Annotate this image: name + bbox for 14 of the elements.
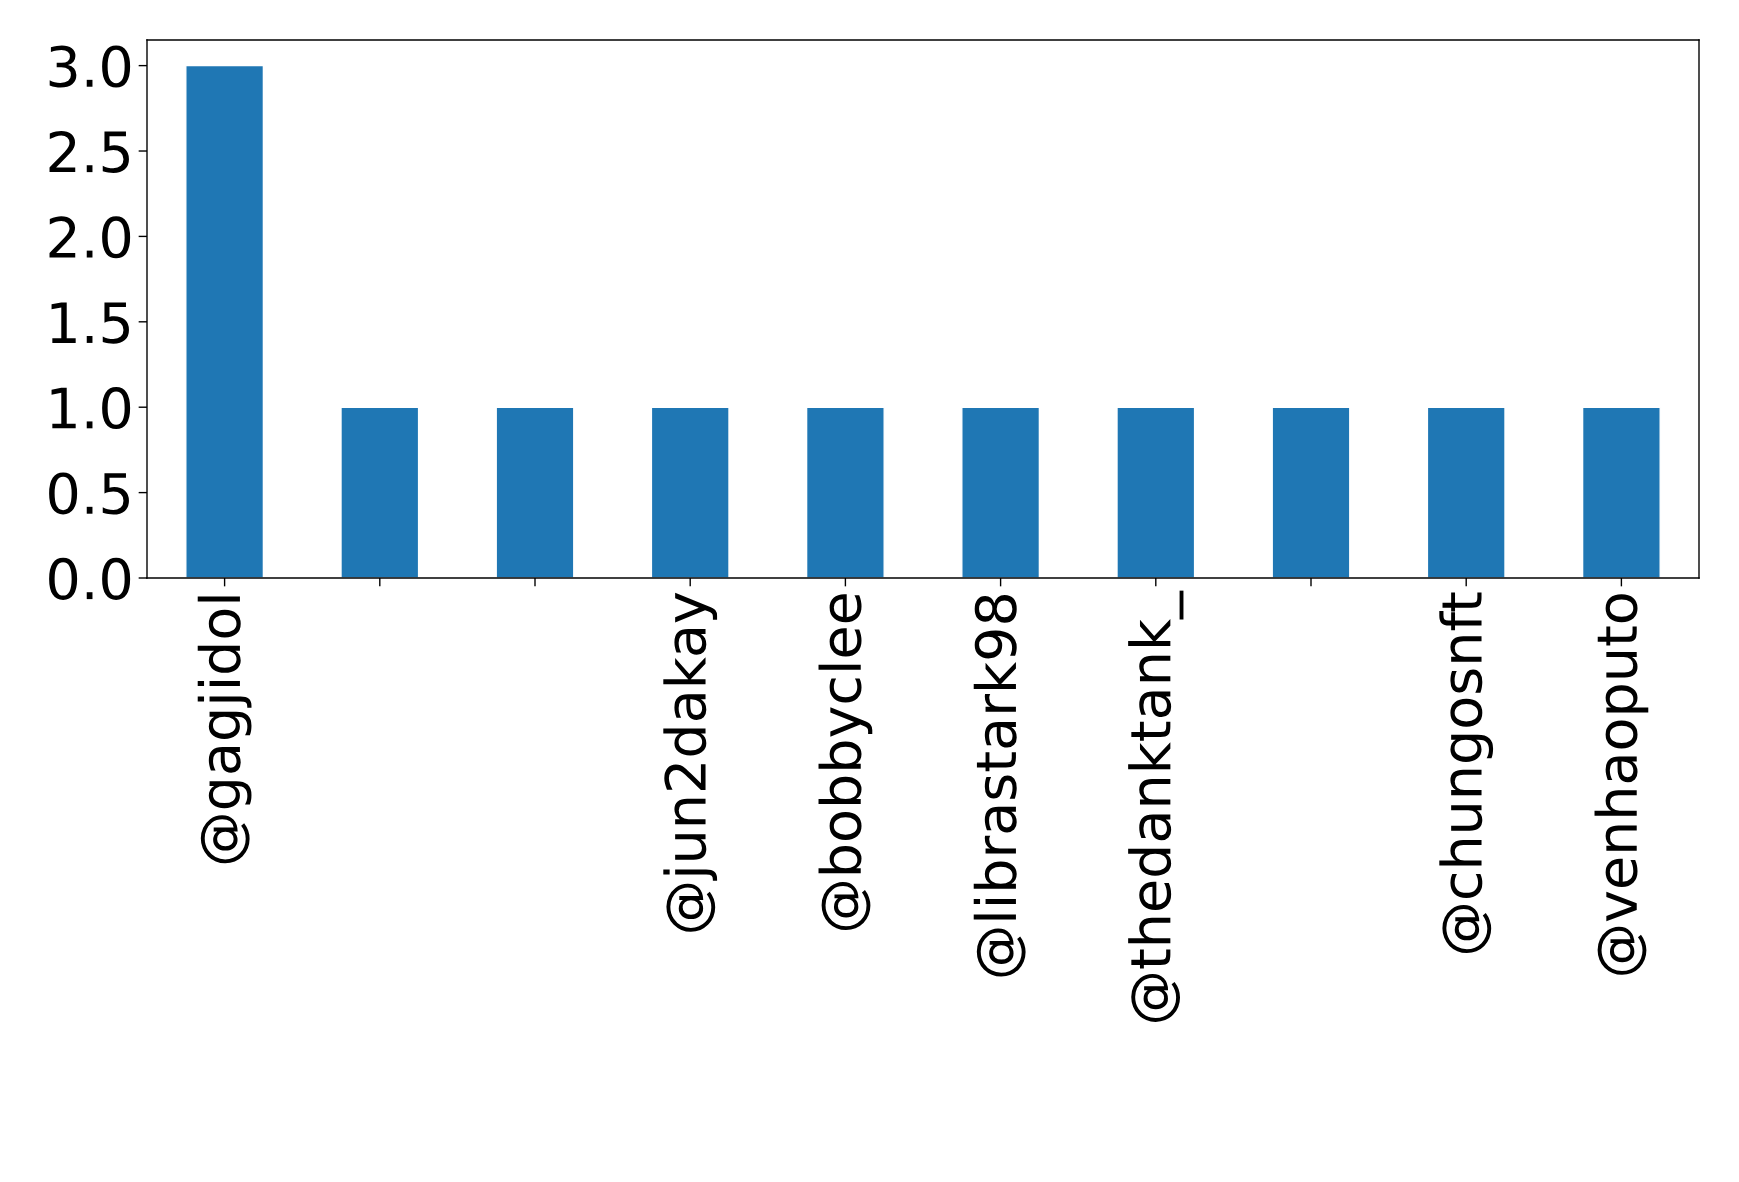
- x-tick-label: @thedanktank_: [1128, 590, 1184, 1022]
- y-tick-label: 0.5: [49, 472, 129, 515]
- x-tick-label: @chungosnft: [1439, 592, 1494, 954]
- y-tick-label: 0.0: [49, 557, 131, 600]
- y-tick-label: 1.0: [51, 387, 131, 430]
- x-tick-label: @venhaoputo: [1594, 594, 1649, 975]
- y-tick-label: 2.0: [49, 216, 131, 259]
- y-tick-label: 1.5: [51, 302, 129, 344]
- y-tick-label: 2.5: [49, 130, 129, 173]
- x-tick-label: @bobbyclee: [818, 594, 873, 931]
- x-tick-label: @librastark98: [973, 594, 1026, 977]
- x-tick-label: @jun2dakay: [663, 592, 718, 932]
- y-tick-label: 3.0: [49, 45, 131, 88]
- x-tick-label: @gagjidol: [197, 596, 252, 864]
